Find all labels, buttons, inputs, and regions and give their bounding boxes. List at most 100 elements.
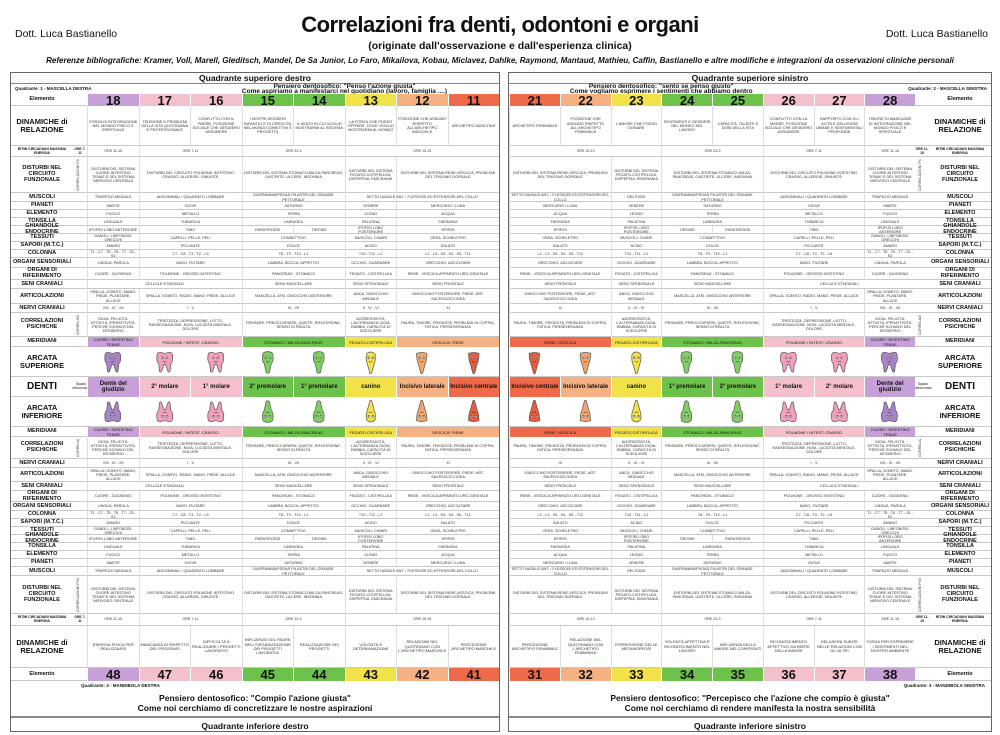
tooth-lower-icon [87, 399, 139, 425]
meridian-band: CUORE / INTESTINO TENUE [87, 427, 139, 437]
cell-organi_rif: RENE - VESCICA APPARATO URO-GENITALE [396, 268, 499, 280]
tooth-number-upper: 16 [190, 93, 242, 108]
row-pianeti [509, 202, 991, 210]
cell-articolazioni: SPALLA, GOMITO, MANO, PIEDE, PLANTARE, A… [864, 289, 915, 304]
cell-nervi: III - VII [661, 304, 763, 313]
cell-elemento_fisico2: FUOCO [864, 551, 915, 559]
cell-sapori2: PICCANTE [138, 519, 242, 527]
cell-tessuti: GANGLI, LINFONODI, ORECCHI [87, 234, 139, 242]
cell-elemento_fisico: ACQUA [396, 210, 499, 218]
cell-tonsilla: PALATINA [610, 218, 662, 226]
cell-correlazioni: AGGRESSIVITÀ, L'ALTERNANZA GIOIA-RABBIA,… [610, 313, 662, 337]
cell-colonna: L2 - L3 - S3 - S4 - S5 - T11 [509, 250, 611, 258]
cell-tessuti2: OSSA, SCHELETRO [396, 527, 499, 535]
tooth-lower-icon [814, 399, 865, 425]
row-label-disturbi: DISTURBI NEL CIRCUITO FUNZIONALE [940, 165, 980, 183]
pensiero-top: Pensiero dentosofico: "sento se penso gi… [509, 83, 814, 95]
row-label-organi_sens: ORGANI SENSORIALI [12, 502, 72, 509]
tooth-lower-icon [293, 399, 345, 425]
tooth-number-upper: 23 [610, 93, 662, 108]
cell-ghiandole: TIMO [762, 535, 865, 543]
cell-sapori: ACIDO [610, 242, 662, 250]
row-label-colonna: COLONNA [945, 511, 975, 518]
row-articolazioni2 [509, 468, 991, 482]
row-label-correlazioni: CORRELAZIONI PSICHICHE [938, 318, 982, 330]
cell-tessuti2: MUSCOLI, CHIARI [610, 527, 662, 535]
cell-tessuti2: GANGLI, LINFONODI, ORECCHI [864, 527, 915, 535]
tooth-name: 2° molare [813, 377, 865, 397]
tooth-name: 1° molare [762, 377, 814, 397]
cell-ore: ORE 15-19 [509, 146, 661, 157]
cell-elemento_fisico: LEGNO [610, 210, 662, 218]
page-subtitle: (originate dall'osservazione e dall'espe… [368, 40, 632, 52]
tooth-number-lower: 36 [762, 667, 814, 682]
cell-correlazioni2: PENSARE, PREOCCUPARSI, QUIETE, RIFLESSIO… [241, 437, 345, 459]
tooth-number-upper: 11 [447, 93, 499, 108]
tooth-name: Incisivo centrale [509, 377, 560, 397]
row-organi_sens2 [11, 502, 499, 511]
cell-elemento_fisico: FUOCO [87, 210, 139, 218]
tooth-number-lower: 31 [509, 667, 560, 682]
cell-sapori2: PICCANTE [762, 519, 865, 527]
cell-ghiandole: EPIFISI [396, 535, 499, 543]
row-label-ritmi: RITMI CIRCADIANI MASSIMA ENERGIA [17, 146, 67, 155]
cell-seni: CELLULE ETMOIDALI [87, 280, 242, 289]
cell-ghiandole: EPIFISI [396, 226, 499, 234]
quadrant-label-bottom: Quadrante: 4 - MANDIBOLA DESTRA [81, 683, 160, 688]
tooth-name: Incisivo laterale [396, 377, 448, 397]
cell-tessuti2: OSSA, SCHELETRO [509, 527, 611, 535]
cell-pianeti: MARTE [87, 202, 139, 210]
tooth-lower-icon [190, 399, 242, 425]
cell-nervi2: XI [509, 459, 611, 468]
cell-muscoli: DELTOIDE [610, 193, 662, 202]
tooth-lower-icon [509, 399, 560, 425]
cell-sapori: PICCANTE [138, 242, 242, 250]
cell-organi_rif: FEGATO - CISTIFELLEA [610, 268, 662, 280]
row-organi_rif2 [11, 491, 499, 502]
cell-organi_rif2: CUORE - DUODENO [87, 491, 139, 502]
cell-correlazioni2: AGGRESSIVITÀ, L'ALTERNANZA GIOIA-RABBIA,… [610, 437, 662, 459]
cell-elemento_fisico: TERRA [241, 210, 345, 218]
cell-disturbi2: DISTURBI DEL SISTEMA FEGATO-CISTIFELLEA,… [344, 576, 397, 614]
row-label-elemento_fisico: ELEMENTO [26, 210, 58, 217]
cell-ghiandole: PARATIROIDE [241, 226, 294, 234]
cell-correlazioni2: AGGRESSIVITÀ, L'ALTERNANZA GIOIA-RABBIA,… [344, 437, 397, 459]
cell-correlazioni: PENSARE, PREOCCUPARSI, QUIETE, RIFLESSIO… [241, 313, 345, 337]
ore-side-top: ORE 7-11 [74, 146, 86, 155]
cell-ghiandole: PARATIROIDE [712, 226, 763, 234]
cell-elemento_fisico: FUOCO [864, 210, 915, 218]
row-ritmi2 [509, 614, 991, 626]
cell-tonsilla: FARINGEA [509, 218, 611, 226]
row-correlazioni2 [11, 437, 499, 459]
row-elemento_fisico [11, 210, 499, 218]
cell-colonna2: T1 - C7 - T5 - T6 - T7 - S1 - S2 [864, 511, 915, 519]
dinamica-lower: RICONOSCIMENTO AFFETTIVO DA PARTE DELLA … [762, 626, 814, 668]
pensiero-bottom-line1: Pensiero dentosofico: "Percepisco che l'… [610, 693, 890, 703]
tooth-upper-icon [560, 349, 611, 375]
quadrant-header-top: Quadrante superiore destro [11, 73, 499, 84]
tooth-number-lower: 33 [610, 667, 662, 682]
tooth-number-lower: 45 [241, 667, 293, 682]
cell-organi_rif: POLMONE - GROSSO INTESTINO [762, 268, 865, 280]
cell-tonsilla: TUBARICA [762, 218, 865, 226]
cell-muscoli: DIAFRAMMA/PSOAS PILASTRI DEL GRANDE PETT… [661, 567, 763, 576]
cell-pianeti2: MARTE [864, 559, 915, 567]
cell-organi_rif: CUORE - DUODENO [864, 268, 915, 280]
cell-organi_rif2: PANCREAS - STOMACO [241, 491, 345, 502]
row-dinamiche [11, 106, 499, 146]
tooth-number-lower: 48 [87, 667, 139, 682]
tooth-number-upper: 26 [762, 93, 814, 108]
tooth-lower-icon [560, 399, 611, 425]
row-label-nervi: NERVI CRANIALI [937, 304, 983, 311]
cell-nervi2: II - IV - VI [344, 459, 397, 468]
row-articolazioni [509, 289, 991, 304]
row-label-tonsilla: TONSILLA [28, 218, 56, 225]
cell-nervi2: I - V [762, 459, 865, 468]
row-label-denti: DENTI [27, 380, 57, 392]
cell-colonna2: T10 - T11 - L2 [344, 511, 397, 519]
row-label-correlazioni: CORRELAZIONI PSICHICHE [20, 441, 64, 453]
side-vertical-label: CORRELAZIONI PSICHICHE [76, 315, 84, 335]
row-label-seni: SENI CRANIALI [21, 280, 63, 287]
tooth-upper-icon [712, 349, 763, 375]
dinamica-upper: TENSIONE E PROBLEMI DELLA VITA QUOTIDIAN… [138, 106, 191, 146]
